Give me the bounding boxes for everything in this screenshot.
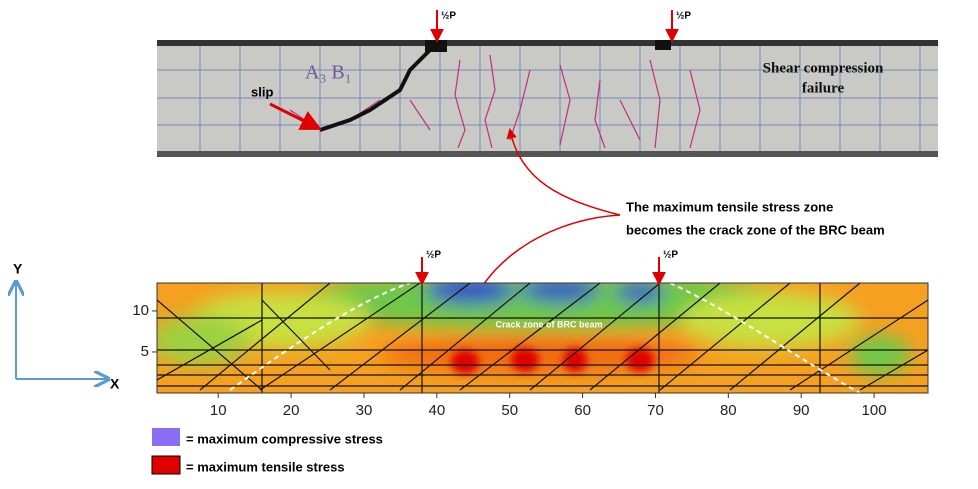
crack-zone-label: Crack zone of BRC beam bbox=[495, 319, 602, 329]
x-tick-label: 90 bbox=[793, 402, 810, 419]
x-tick-label: 50 bbox=[501, 402, 518, 419]
failure-label: Shear compression bbox=[763, 60, 884, 76]
x-tick-label: 70 bbox=[647, 402, 664, 419]
x-tick-label: 60 bbox=[574, 402, 591, 419]
legend-swatch bbox=[151, 455, 181, 475]
beam-photo: A₃ B₁ slip Shear compression failure ½P … bbox=[157, 10, 938, 157]
x-tick-label: 20 bbox=[283, 402, 300, 419]
annotation: becomes the crack zone of the BRC beam bbox=[626, 222, 885, 237]
x-direction-label: X bbox=[110, 376, 120, 392]
slip-label: slip bbox=[251, 84, 273, 99]
load-label: ½P bbox=[426, 250, 441, 261]
slip-arrow bbox=[269, 102, 322, 130]
legend-swatch bbox=[152, 428, 180, 446]
x-tick-label: 80 bbox=[720, 402, 737, 419]
y-direction-label: Y bbox=[13, 261, 23, 277]
x-tick-label: 10 bbox=[210, 402, 227, 419]
y-tick-label: 10 bbox=[132, 302, 149, 319]
specimen-label: A₃ B₁ bbox=[305, 62, 352, 84]
x-tick-label: 40 bbox=[428, 402, 445, 419]
contour-plot: Crack zone of BRC beam ½P ½P bbox=[156, 250, 929, 394]
failure-label: failure bbox=[802, 80, 845, 96]
annotation-arrow bbox=[506, 127, 621, 216]
x-tick-label: 100 bbox=[862, 402, 887, 419]
x-tick-label: 30 bbox=[356, 402, 373, 419]
load-label: ½P bbox=[676, 11, 691, 22]
legend-label: = maximum compressive stress bbox=[186, 431, 383, 446]
load-label: ½P bbox=[663, 250, 678, 261]
legend-label: = maximum tensile stress bbox=[186, 459, 345, 474]
y-tick-label: 5 bbox=[141, 343, 149, 360]
annotation: The maximum tensile stress zone bbox=[626, 199, 833, 214]
load-label: ½P bbox=[441, 11, 456, 22]
